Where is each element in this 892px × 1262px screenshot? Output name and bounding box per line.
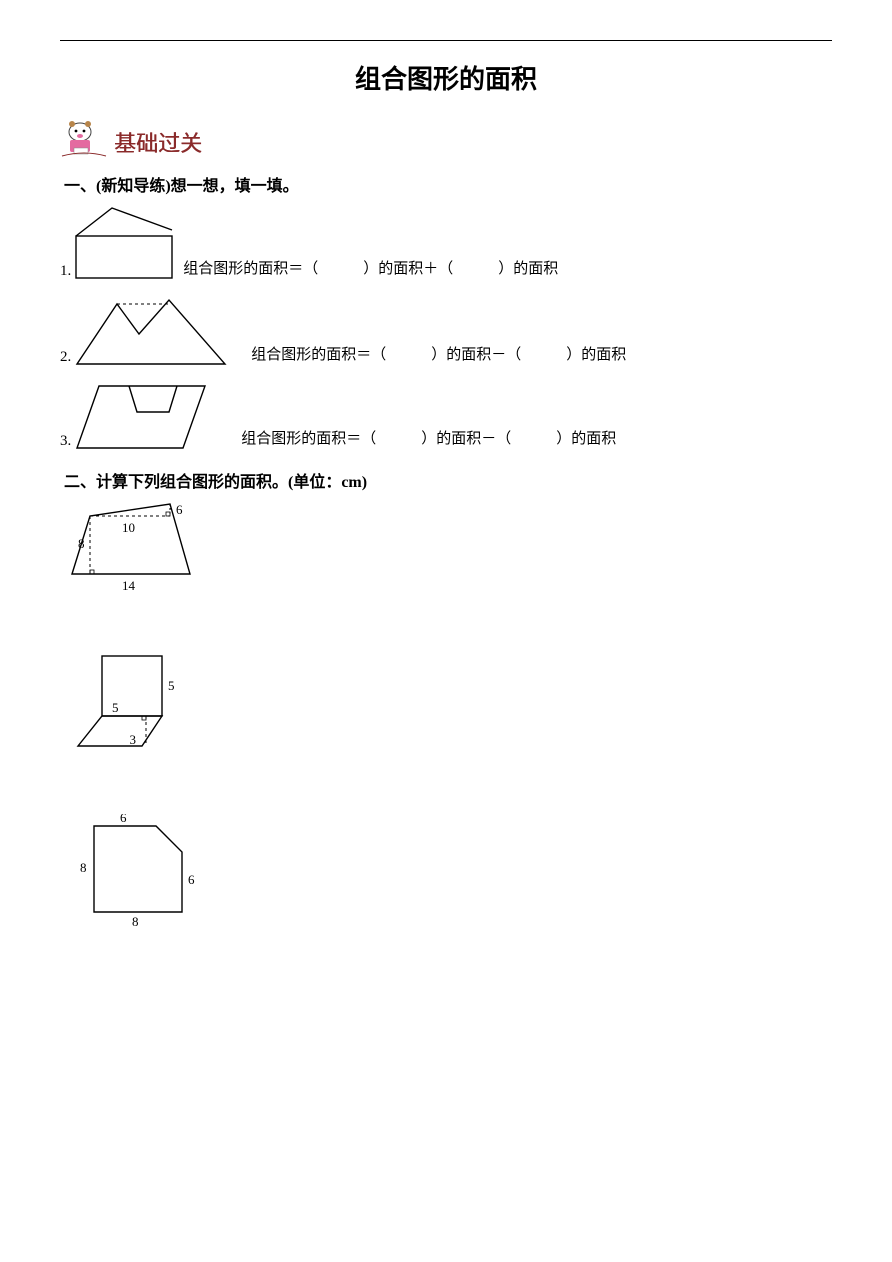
lbl-8: 8 [78, 536, 85, 551]
lbl-bot8: 8 [132, 914, 139, 926]
s2-fig2: 5 5 3 [70, 654, 832, 754]
q1-figure [75, 206, 175, 280]
q3-mid1: ）的面积－（ [421, 431, 511, 447]
blank [322, 261, 360, 277]
lbl-10: 10 [122, 520, 135, 535]
q3-row: 3. 组合图形的面积＝（ ）的面积－（ ）的面积 [60, 384, 832, 450]
q2-row: 2. 组合图形的面积＝（ ）的面积－（ ）的面积 [60, 298, 832, 366]
q2-prefix: 组合图形的面积＝（ [251, 347, 386, 363]
q1-text: 组合图形的面积＝（ ）的面积＋（ ）的面积 [183, 257, 558, 280]
q1-row: 1. 组合图形的面积＝（ ）的面积＋（ ）的面积 [60, 206, 832, 280]
mascot-icon [60, 118, 108, 158]
q1-prefix: 组合图形的面积＝（ [183, 261, 318, 277]
s2-fig3: 6 8 6 8 [80, 814, 832, 926]
q3-text: 组合图形的面积＝（ ）的面积－（ ）的面积 [241, 427, 616, 450]
lbl-right6: 6 [188, 872, 195, 887]
section-banner: 基础过关 [60, 118, 832, 158]
blank [390, 347, 428, 363]
blank [525, 347, 563, 363]
blank [380, 431, 418, 447]
q2-mid1: ）的面积－（ [431, 347, 521, 363]
q2-mid2: ）的面积 [566, 347, 626, 363]
lbl-3: 3 [130, 732, 137, 747]
q2-num: 2. [60, 349, 71, 366]
lbl-top6: 6 [120, 814, 127, 825]
q1-mid1: ）的面积＋（ [363, 261, 453, 277]
section2-heading: 二、计算下列组合图形的面积。(单位：cm) [64, 468, 832, 492]
banner-label: 基础过关 [114, 126, 202, 158]
q2-figure [75, 298, 227, 366]
q3-figure [75, 384, 207, 450]
lbl-r5: 5 [168, 678, 175, 693]
blank [515, 431, 553, 447]
lbl-left8: 8 [80, 860, 87, 875]
worksheet-page: 组合图形的面积 基础过关 一、(新知导练)想一想，填一填。 1. 组合图形的面积… [0, 0, 892, 986]
lbl-14: 14 [122, 578, 136, 593]
lbl-6: 6 [176, 502, 183, 517]
section1-heading: 一、(新知导练)想一想，填一填。 [64, 172, 832, 196]
s2-fig1: 6 10 8 14 [70, 502, 832, 594]
q3-num: 3. [60, 433, 71, 450]
q1-mid2: ）的面积 [498, 261, 558, 277]
lbl-i5: 5 [112, 700, 119, 715]
q1-num: 1. [60, 263, 71, 280]
blank [457, 261, 495, 277]
top-rule [60, 40, 832, 41]
q3-prefix: 组合图形的面积＝（ [241, 431, 376, 447]
q2-text: 组合图形的面积＝（ ）的面积－（ ）的面积 [251, 343, 626, 366]
q3-mid2: ）的面积 [556, 431, 616, 447]
doc-title: 组合图形的面积 [60, 59, 832, 96]
